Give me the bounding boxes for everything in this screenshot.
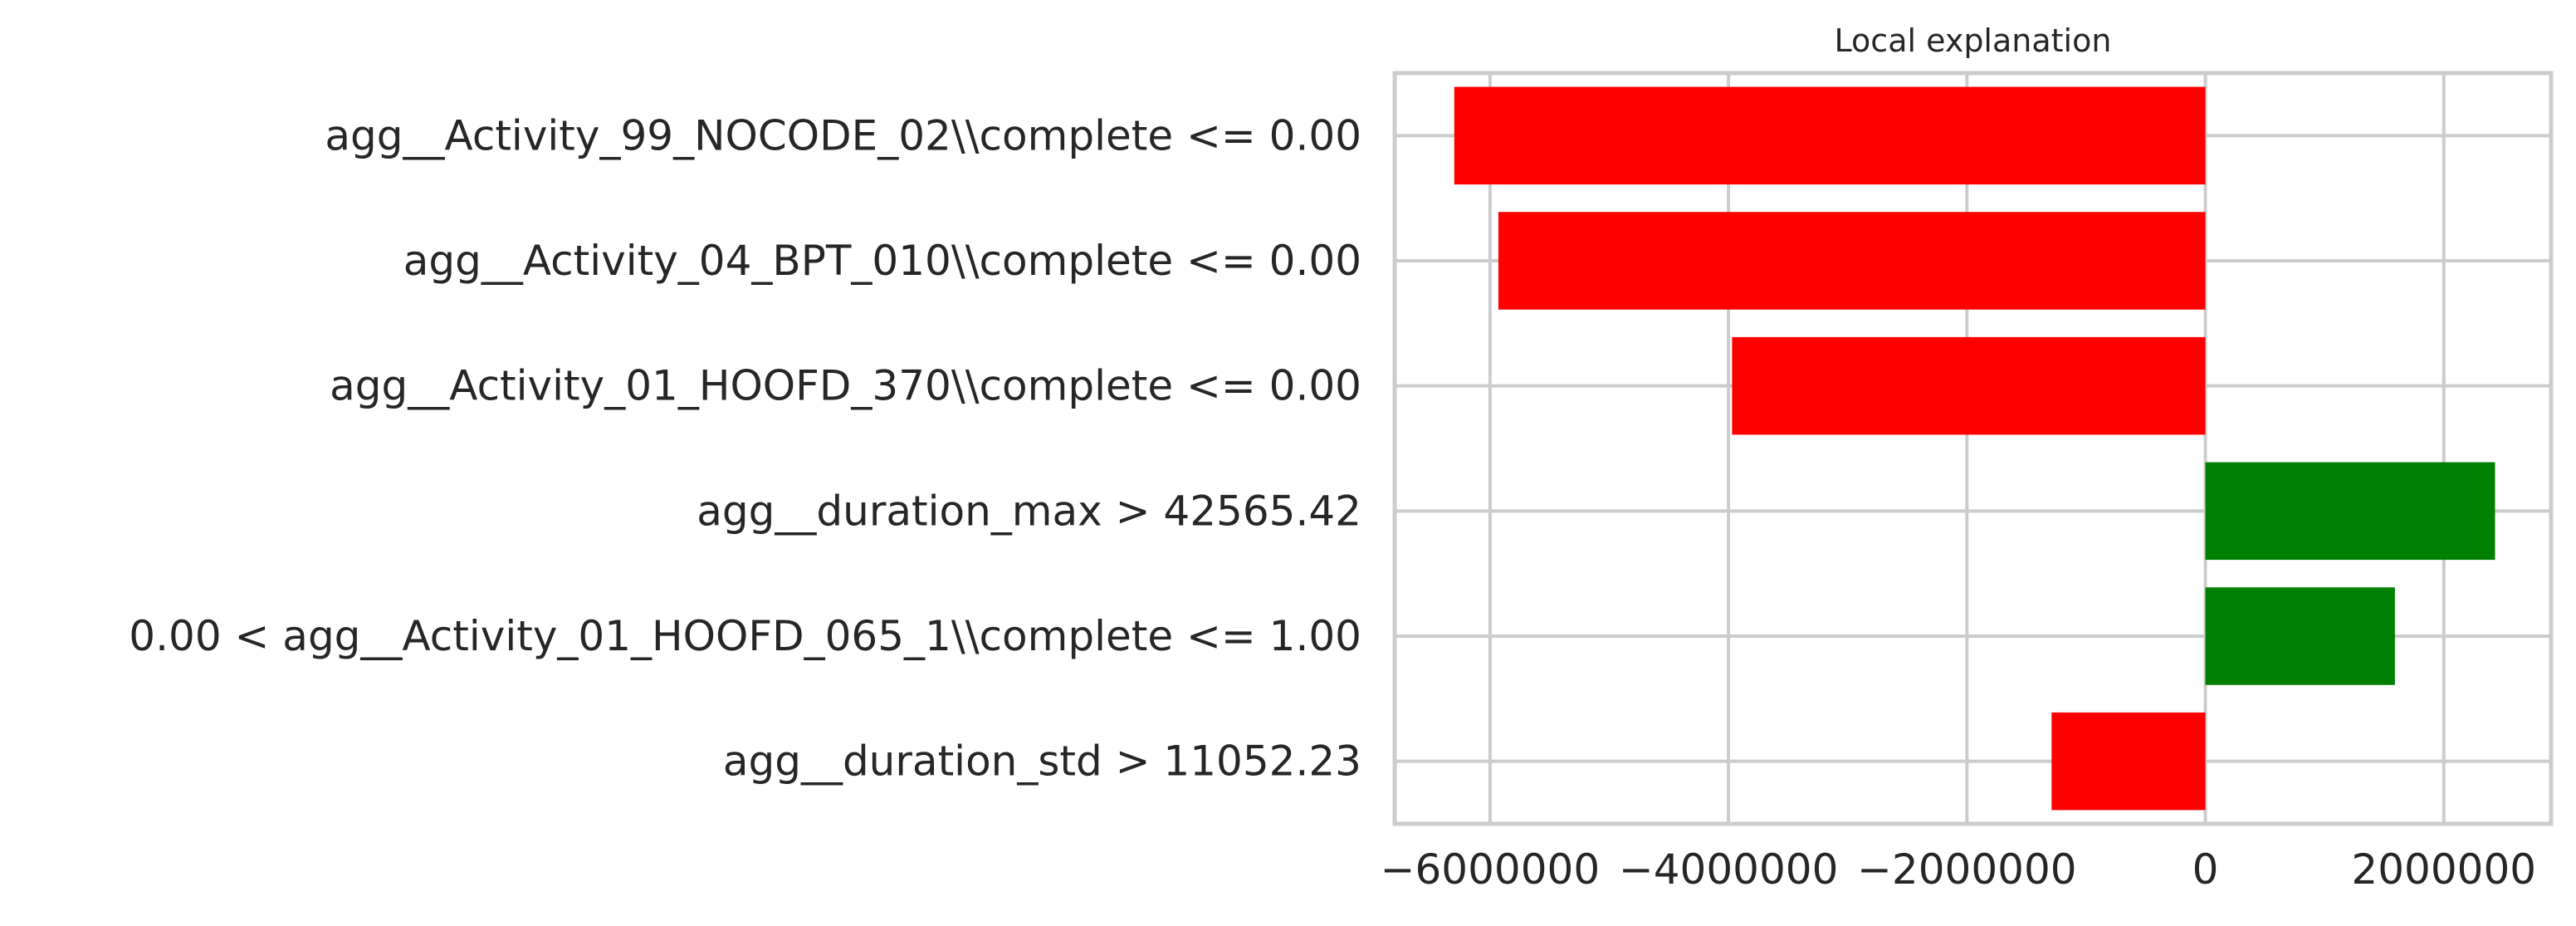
category-label: agg__duration_max > 42565.42 bbox=[697, 487, 1361, 535]
chart-title: Local explanation bbox=[1835, 22, 2112, 59]
category-label: 0.00 < agg__Activity_01_HOOFD_065_1\\com… bbox=[129, 612, 1361, 660]
bar-5 bbox=[2205, 587, 2395, 685]
bar-1 bbox=[1454, 86, 2206, 185]
x-tick-label: 2000000 bbox=[2351, 845, 2536, 894]
bar-2 bbox=[1498, 212, 2206, 310]
grid-layer bbox=[1395, 73, 2551, 824]
x-tick-label: −2000000 bbox=[1857, 845, 2077, 894]
bar-3 bbox=[1732, 336, 2206, 435]
category-label: agg__Activity_01_HOOFD_370\\complete <= … bbox=[330, 362, 1361, 410]
x-tick-labels: −6000000 −4000000 −2000000 0 2000000 bbox=[1381, 845, 2536, 894]
bar-4 bbox=[2205, 462, 2495, 561]
bar-layer bbox=[1454, 86, 2495, 811]
x-tick-label: −6000000 bbox=[1381, 845, 1601, 894]
category-label: agg__Activity_04_BPT_010\\complete <= 0.… bbox=[403, 237, 1361, 285]
plot-frame bbox=[1392, 71, 2554, 826]
category-label: agg__Activity_99_NOCODE_02\\complete <= … bbox=[325, 111, 1361, 159]
bar-6 bbox=[2051, 712, 2206, 811]
category-labels: agg__Activity_99_NOCODE_02\\complete <= … bbox=[129, 111, 1361, 785]
x-tick-label: −4000000 bbox=[1619, 845, 1839, 894]
category-label: agg__duration_std > 11052.23 bbox=[723, 737, 1361, 786]
x-tick-label: 0 bbox=[2192, 845, 2219, 894]
